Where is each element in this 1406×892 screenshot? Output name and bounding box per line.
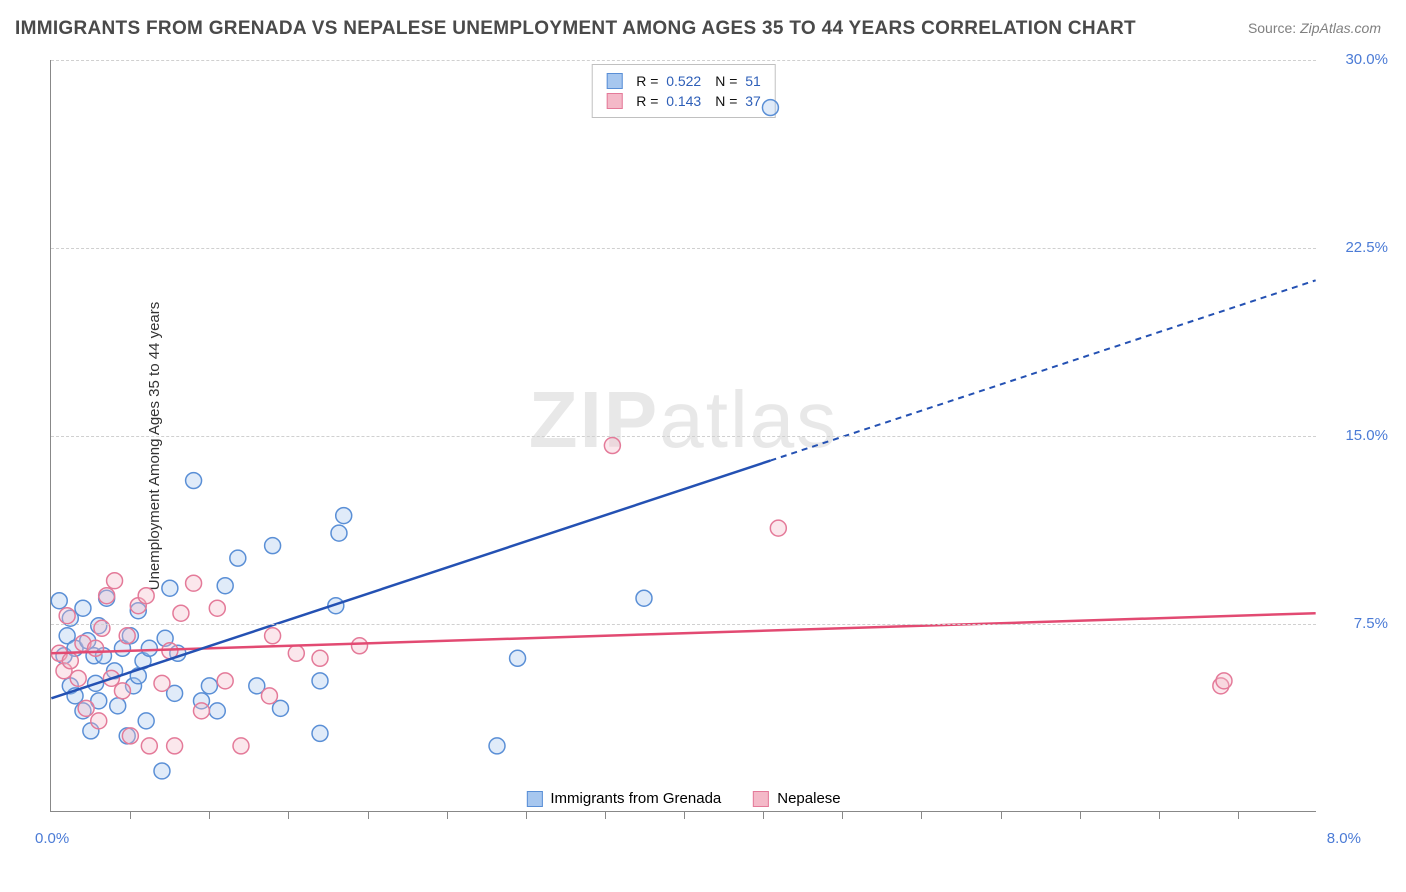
data-point <box>119 628 135 644</box>
data-point <box>70 670 86 686</box>
trend-line-dashed <box>770 280 1315 460</box>
data-point <box>186 575 202 591</box>
x-tick <box>842 811 843 819</box>
data-point <box>265 538 281 554</box>
x-tick <box>526 811 527 819</box>
data-point <box>173 605 189 621</box>
data-point <box>154 763 170 779</box>
y-right-tick-label: 22.5% <box>1345 239 1388 256</box>
data-point <box>489 738 505 754</box>
source-attribution: Source: ZipAtlas.com <box>1248 20 1381 36</box>
data-point <box>88 640 104 656</box>
data-point <box>141 738 157 754</box>
x-max-label: 8.0% <box>1327 830 1361 847</box>
x-tick <box>1080 811 1081 819</box>
data-point <box>107 573 123 589</box>
data-point <box>217 578 233 594</box>
x-tick <box>209 811 210 819</box>
source-label: Source: <box>1248 20 1296 36</box>
data-point <box>233 738 249 754</box>
data-point <box>312 650 328 666</box>
x-tick <box>368 811 369 819</box>
x-tick <box>130 811 131 819</box>
data-point <box>62 653 78 669</box>
data-point <box>770 520 786 536</box>
data-point <box>331 525 347 541</box>
data-point <box>193 703 209 719</box>
data-point <box>288 645 304 661</box>
data-point <box>78 700 94 716</box>
gridline <box>51 624 1316 625</box>
x-origin-label: 0.0% <box>35 830 69 847</box>
data-point <box>336 508 352 524</box>
data-point <box>59 608 75 624</box>
data-point <box>91 713 107 729</box>
y-right-tick-label: 15.0% <box>1345 427 1388 444</box>
gridline <box>51 248 1316 249</box>
x-tick <box>1159 811 1160 819</box>
data-point <box>162 580 178 596</box>
x-tick <box>763 811 764 819</box>
data-point <box>636 590 652 606</box>
data-point <box>110 698 126 714</box>
x-tick <box>684 811 685 819</box>
source-value: ZipAtlas.com <box>1300 20 1381 36</box>
data-point <box>209 703 225 719</box>
trend-line-solid <box>51 613 1315 653</box>
gridline <box>51 60 1316 61</box>
x-tick <box>1001 811 1002 819</box>
x-tick <box>605 811 606 819</box>
data-point <box>261 688 277 704</box>
data-point <box>201 678 217 694</box>
data-point <box>265 628 281 644</box>
data-point <box>75 600 91 616</box>
plot-area: ZIPatlas R = 0.522 N = 51 R = 0.143 N = … <box>50 60 1316 812</box>
data-point <box>141 640 157 656</box>
gridline <box>51 436 1316 437</box>
data-point <box>138 713 154 729</box>
data-point <box>138 588 154 604</box>
data-point <box>94 620 110 636</box>
data-point <box>51 593 67 609</box>
data-point <box>122 728 138 744</box>
data-point <box>273 700 289 716</box>
data-point <box>510 650 526 666</box>
y-right-tick-label: 7.5% <box>1354 615 1388 632</box>
data-point <box>209 600 225 616</box>
data-point <box>186 473 202 489</box>
data-point <box>312 673 328 689</box>
data-point <box>99 588 115 604</box>
data-point <box>352 638 368 654</box>
data-point <box>114 683 130 699</box>
data-point <box>154 675 170 691</box>
data-point <box>167 738 183 754</box>
y-right-tick-label: 30.0% <box>1345 51 1388 68</box>
data-point <box>762 100 778 116</box>
data-point <box>312 725 328 741</box>
data-point <box>217 673 233 689</box>
trend-line-solid <box>51 461 770 699</box>
x-tick <box>288 811 289 819</box>
x-tick <box>921 811 922 819</box>
chart-title: IMMIGRANTS FROM GRENADA VS NEPALESE UNEM… <box>15 18 1136 40</box>
x-tick <box>1238 811 1239 819</box>
data-point <box>230 550 246 566</box>
x-tick <box>447 811 448 819</box>
data-point <box>1216 673 1232 689</box>
data-point <box>604 438 620 454</box>
